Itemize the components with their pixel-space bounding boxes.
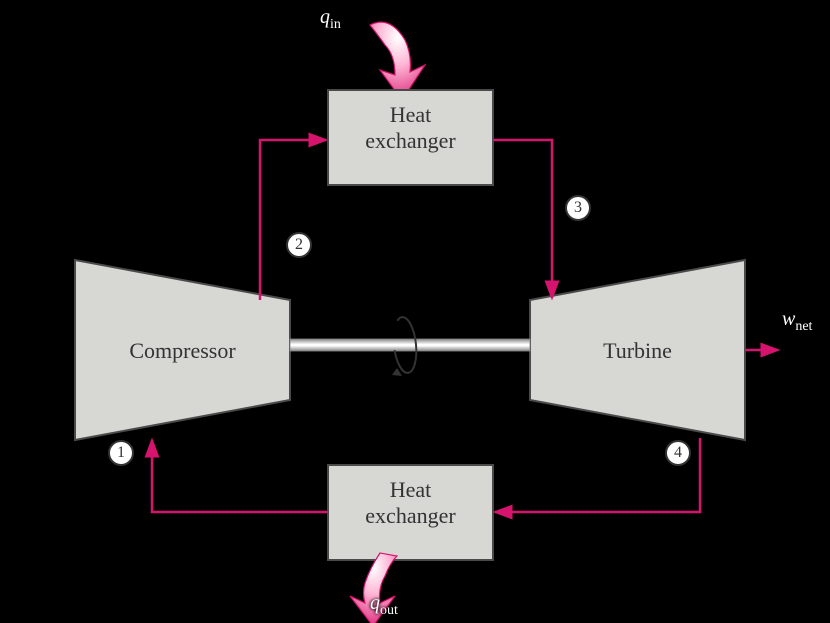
q-out-symbol: q: [370, 592, 380, 614]
q-in-label: qin: [320, 6, 341, 33]
q-in-symbol: q: [320, 6, 330, 28]
state-3: 3: [565, 195, 591, 221]
hx-top-line2: exchanger: [365, 128, 455, 153]
state-2: 2: [286, 232, 312, 258]
q-out-sub: out: [380, 603, 398, 618]
turbine-label: Turbine: [550, 338, 725, 364]
hx-bottom-line2: exchanger: [365, 503, 455, 528]
w-net-symbol: w: [782, 308, 795, 330]
state-4: 4: [665, 440, 691, 466]
flow-hxtop-to-3: [493, 140, 552, 298]
q-in-sub: in: [330, 17, 341, 32]
flow-hxbottom-to-1: [152, 440, 328, 512]
state-1: 1: [108, 440, 134, 466]
w-net-sub: net: [795, 319, 812, 334]
compressor-label: Compressor: [95, 338, 270, 364]
hx-top-line1: Heat: [390, 102, 432, 127]
q-in-arrow: [370, 22, 425, 100]
hx-top-label: Heat exchanger: [328, 102, 493, 155]
shaft: [290, 339, 530, 351]
q-out-label: qout: [370, 592, 398, 619]
w-net-label: wnet: [782, 308, 812, 335]
flow-2-to-hxtop: [260, 140, 326, 300]
hx-bottom-line1: Heat: [390, 477, 432, 502]
hx-bottom-label: Heat exchanger: [328, 477, 493, 530]
